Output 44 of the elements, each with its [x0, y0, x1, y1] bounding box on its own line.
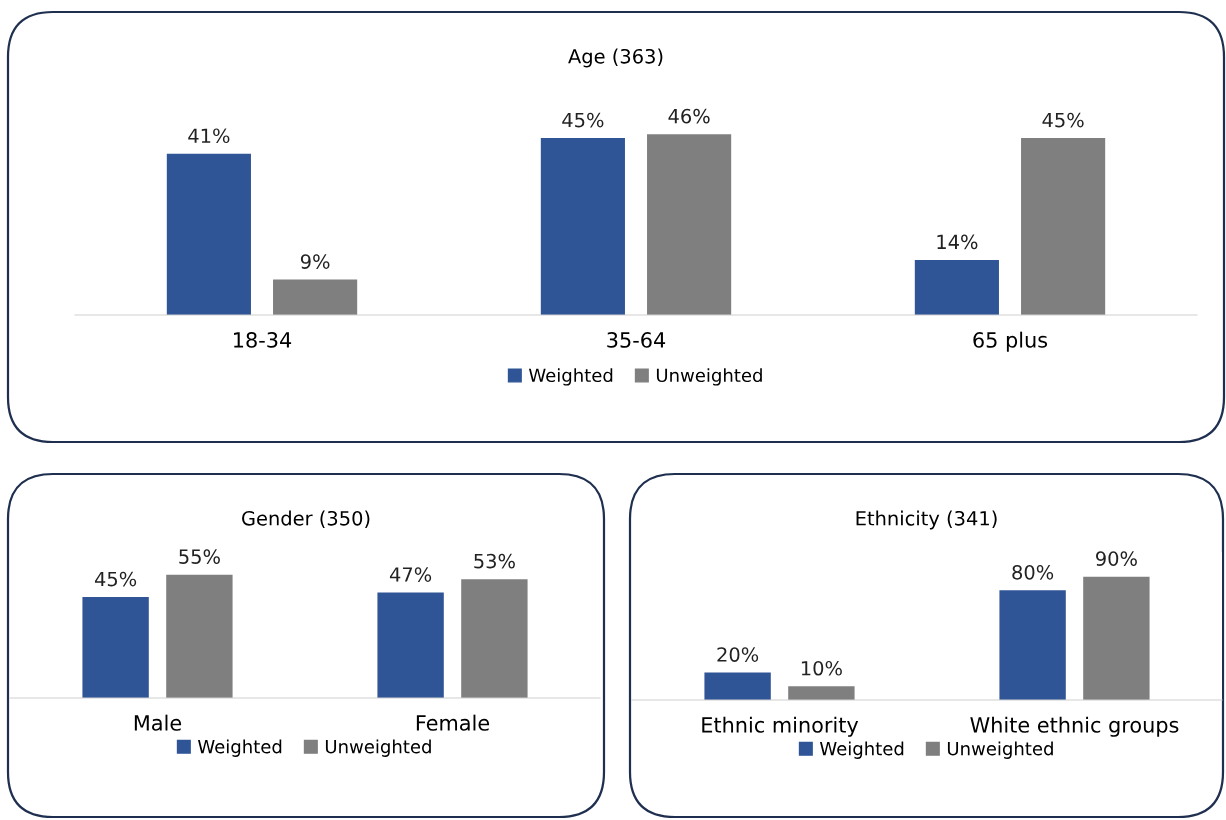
x-tick-label: Ethnic minority — [702, 716, 859, 737]
data-label: 45% — [94, 571, 137, 587]
legend-label: Weighted — [528, 368, 613, 386]
bar — [540, 138, 625, 315]
data-label: 46% — [668, 108, 710, 124]
legend-label: Weighted — [819, 741, 904, 759]
x-tick-label: 18-34 — [234, 332, 292, 348]
data-label: 45% — [1042, 112, 1084, 128]
data-label: 47% — [389, 567, 432, 582]
bar — [166, 574, 233, 698]
x-tick-label: Male — [134, 714, 182, 731]
x-tick-label: 35-64 — [607, 332, 666, 348]
data-label: 53% — [474, 553, 515, 569]
bar — [647, 134, 732, 315]
data-label: 41% — [188, 128, 230, 144]
legend-label: Unweighted — [947, 741, 1053, 759]
legend-label: Weighted — [197, 739, 282, 757]
chart-title: Ethnicity (341) — [856, 510, 997, 530]
bar — [704, 672, 771, 700]
bar — [1083, 576, 1150, 700]
chart-title: Gender (350) — [242, 510, 370, 528]
chart-title: Age (363) — [568, 48, 663, 68]
data-label: 55% — [179, 549, 220, 564]
bar — [166, 153, 251, 315]
bar — [273, 279, 358, 315]
bar — [999, 590, 1066, 700]
bar — [914, 259, 999, 315]
data-label: 14% — [937, 234, 978, 250]
x-tick-label: White ethnic groups — [970, 716, 1179, 737]
data-label: 20% — [717, 647, 759, 662]
data-label: 45% — [562, 112, 604, 128]
legend-label: Unweighted — [656, 368, 762, 386]
bar — [377, 592, 444, 698]
data-label: 9% — [300, 254, 330, 269]
data-label: 90% — [1096, 551, 1137, 566]
bar — [461, 579, 528, 698]
x-tick-label: 65 plus — [973, 331, 1048, 352]
data-label: 10% — [801, 660, 842, 676]
bar — [788, 686, 855, 700]
bar — [1021, 138, 1106, 315]
legend-label: Unweighted — [325, 739, 431, 757]
data-label: 80% — [1012, 564, 1054, 580]
x-tick-label: Female — [416, 714, 490, 731]
bar — [82, 597, 149, 698]
